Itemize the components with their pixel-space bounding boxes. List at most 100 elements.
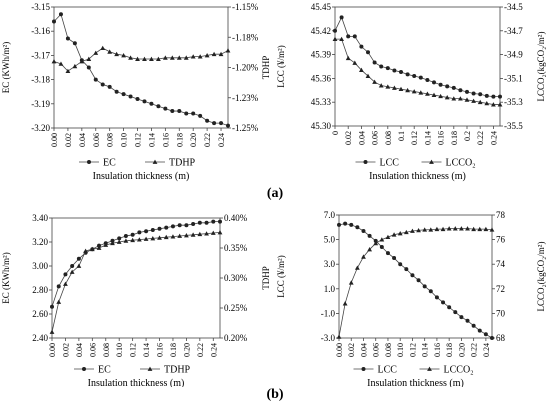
plot-frame: [334, 6, 501, 127]
data-point: [117, 236, 122, 241]
data-point: [342, 301, 348, 306]
x-tick-label: 0.20: [189, 133, 198, 147]
x-tick-label: 0.22: [196, 343, 205, 357]
data-point: [70, 264, 75, 268]
data-point: [346, 34, 351, 39]
data-point: [205, 118, 210, 123]
data-point: [434, 295, 439, 300]
data-point: [491, 94, 496, 99]
legend-marker: [152, 159, 158, 164]
legend-label: LCCO₂: [446, 158, 476, 169]
data-point: [459, 315, 464, 320]
data-point: [425, 91, 430, 96]
data-point: [385, 84, 391, 89]
data-point: [135, 96, 140, 101]
x-tick-label: 0.22: [470, 343, 479, 357]
data-point: [498, 94, 502, 99]
data-point: [352, 34, 357, 39]
data-point: [453, 310, 458, 315]
data-point: [83, 248, 88, 253]
data-point: [226, 123, 230, 128]
right-tick-label: 0.35%: [224, 243, 248, 253]
data-point: [491, 102, 496, 107]
data-point: [177, 233, 183, 238]
y-axis-right-title: TDHP: [261, 56, 271, 80]
data-point: [130, 237, 136, 243]
data-point: [458, 96, 463, 101]
y-axis-left-title: LCC (¥/m²): [276, 45, 286, 87]
data-point: [136, 237, 142, 242]
legend-label: EC: [98, 365, 111, 376]
data-point: [465, 318, 470, 323]
x-tick-label: 0.18: [445, 343, 454, 357]
caption-b: (b): [266, 387, 284, 402]
x-tick-label: 0.22: [476, 131, 485, 145]
data-point: [72, 41, 77, 46]
data-point: [144, 229, 149, 234]
data-point: [211, 51, 217, 57]
x-tick-label: 0.10: [396, 343, 405, 357]
left-tick-label: -3.15: [31, 2, 50, 12]
data-point: [96, 245, 102, 250]
data-point: [336, 334, 342, 339]
x-tick-label: 0.10: [115, 343, 124, 357]
data-point: [184, 223, 189, 228]
data-point: [123, 238, 129, 243]
y-axis-left-title: LCC (¥/m²): [276, 255, 286, 297]
data-point: [130, 232, 135, 237]
series-points-lcco: [336, 226, 495, 339]
data-point: [379, 237, 385, 242]
data-point: [86, 65, 91, 70]
data-point: [425, 77, 430, 82]
data-point: [484, 93, 489, 98]
data-point: [432, 80, 436, 85]
x-tick-label: 0.24: [482, 343, 491, 357]
data-point: [72, 63, 78, 69]
data-point: [100, 82, 105, 87]
data-point: [121, 53, 126, 58]
y-axis-right-title: LCCO₂(kgCO₂/m²): [536, 32, 546, 102]
data-point: [438, 93, 443, 99]
left-tick-label: 3.20: [32, 237, 48, 247]
data-point: [107, 84, 112, 89]
data-point: [484, 100, 490, 106]
data-point: [477, 328, 482, 333]
x-tick-label: 0.12: [129, 343, 138, 357]
right-tick-label: 70: [496, 308, 506, 318]
data-point: [385, 66, 390, 71]
data-point: [451, 96, 457, 101]
right-tick-label: -35.1: [504, 73, 523, 83]
data-point: [100, 45, 106, 51]
left-tick-label: -3.20: [31, 123, 50, 133]
data-point: [107, 49, 113, 54]
data-point: [93, 77, 98, 82]
data-point: [177, 223, 182, 228]
data-point: [123, 234, 128, 238]
data-point: [197, 54, 203, 59]
left-tick-label: 45.33: [311, 97, 332, 107]
data-point: [478, 92, 483, 97]
data-point: [225, 48, 231, 53]
data-point: [465, 89, 469, 94]
data-point: [398, 262, 403, 267]
x-tick-label: 0.08: [384, 131, 393, 145]
data-point: [378, 83, 384, 88]
legend-label: LCC: [378, 365, 398, 376]
caption-a: (a): [266, 186, 284, 201]
x-tick-label: 0.24: [489, 131, 498, 145]
left-tick-label: 45.39: [311, 50, 332, 60]
data-point: [184, 233, 189, 238]
data-point: [150, 228, 155, 232]
data-point: [63, 281, 68, 286]
x-tick-label: 0.24: [217, 133, 226, 147]
data-point: [440, 226, 446, 232]
data-point: [444, 95, 450, 100]
data-point: [397, 231, 403, 236]
left-tick-label: 3.0: [324, 259, 336, 269]
data-point: [217, 230, 223, 235]
legend-marker: [147, 366, 153, 371]
left-tick-label: 2.40: [32, 333, 48, 343]
data-point: [483, 226, 489, 232]
data-point: [49, 329, 55, 334]
data-point: [142, 99, 147, 104]
